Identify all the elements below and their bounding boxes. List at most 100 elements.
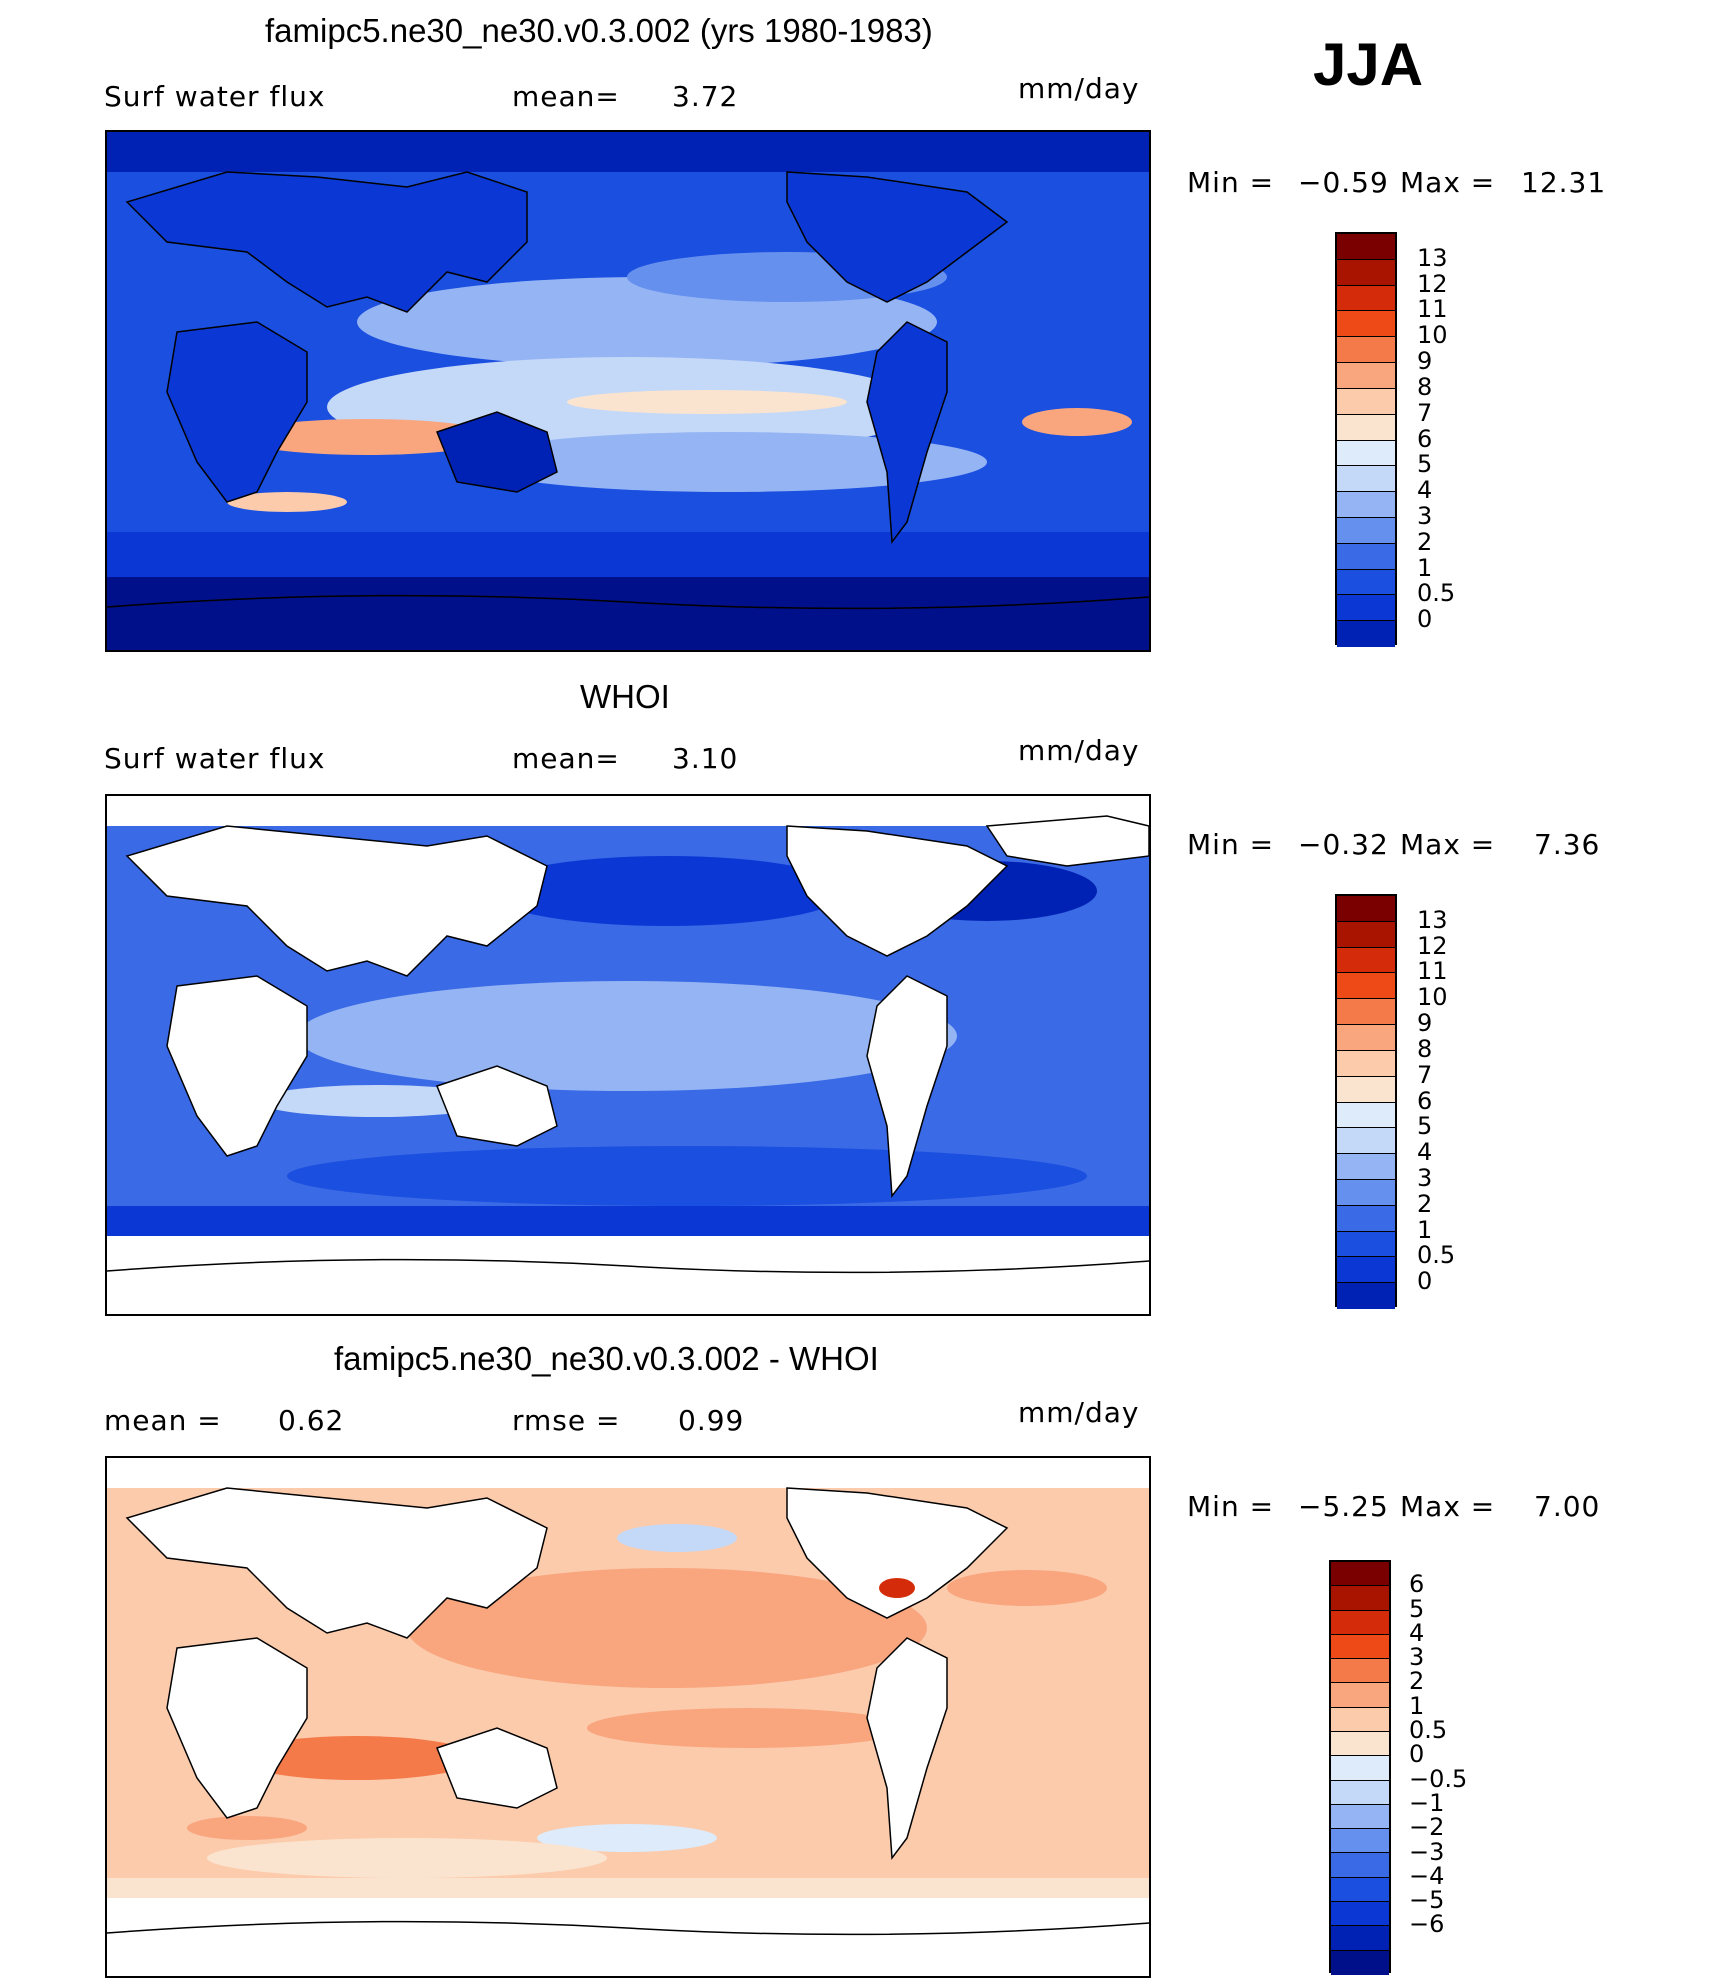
colorbar-tick-label: −2: [1409, 1813, 1445, 1842]
panel-2-variable: Surf water flux: [104, 742, 326, 775]
colorbar-segment: [1331, 1707, 1389, 1732]
colorbar-segment: [1331, 1950, 1389, 1975]
colorbar-tick-label: 2: [1417, 527, 1433, 556]
colorbar-tick-label: 0: [1409, 1740, 1425, 1769]
colorbar-tick-label: 8: [1417, 1034, 1433, 1063]
colorbar-segment: [1331, 1829, 1389, 1854]
panel-2-colorbar: [1335, 894, 1397, 1309]
colorbar-tick-label: 11: [1417, 957, 1448, 986]
colorbar-tick-label: 5: [1417, 1112, 1433, 1141]
panel-3-min-value: −5.25: [1298, 1490, 1389, 1523]
colorbar-tick-label: −1: [1409, 1788, 1445, 1817]
colorbar-tick-label: −5: [1409, 1886, 1445, 1915]
panel-3-max-value: 7.00: [1534, 1490, 1601, 1523]
colorbar-tick-label: 13: [1417, 905, 1448, 934]
colorbar-segment: [1337, 440, 1395, 467]
colorbar-segment: [1337, 621, 1395, 647]
panel-1-mean-label: mean=: [512, 80, 620, 113]
colorbar-tick-label: 0: [1417, 1267, 1433, 1296]
colorbar-segment: [1337, 896, 1395, 922]
colorbar-tick-label: −0.5: [1409, 1764, 1468, 1793]
panel-2-map: [105, 794, 1151, 1316]
panel-2-max-value: 7.36: [1534, 828, 1601, 861]
colorbar-segment: [1331, 1853, 1389, 1878]
colorbar-tick-label: 0.5: [1409, 1716, 1448, 1745]
colorbar-segment: [1331, 1756, 1389, 1781]
colorbar-tick-label: 0.5: [1417, 579, 1456, 608]
colorbar-tick-label: 1: [1417, 553, 1433, 582]
colorbar-segment: [1337, 1102, 1395, 1129]
colorbar-segment: [1337, 234, 1395, 260]
panel-1-mean-value: 3.72: [672, 80, 739, 113]
colorbar-tick-label: 3: [1409, 1643, 1425, 1672]
colorbar-tick-label: 9: [1417, 347, 1433, 376]
colorbar-segment: [1337, 414, 1395, 441]
colorbar-tick-label: 10: [1417, 321, 1448, 350]
colorbar-segment: [1337, 1025, 1395, 1051]
colorbar-segment: [1337, 1179, 1395, 1206]
colorbar-tick-label: 8: [1417, 372, 1433, 401]
colorbar-tick-label: 1: [1409, 1691, 1425, 1720]
panel-3-units: mm/day: [1018, 1396, 1140, 1429]
panel-3-mean-label: mean =: [104, 1404, 222, 1437]
colorbar-segment: [1331, 1562, 1389, 1587]
colorbar-tick-label: 7: [1417, 398, 1433, 427]
colorbar-tick-label: 3: [1417, 1163, 1433, 1192]
panel-3-min-label: Min =: [1187, 1490, 1275, 1523]
colorbar-segment: [1331, 1610, 1389, 1635]
colorbar-segment: [1337, 1128, 1395, 1155]
colorbar-tick-label: 0.5: [1417, 1241, 1456, 1270]
colorbar-tick-label: 13: [1417, 243, 1448, 272]
panel-2-units: mm/day: [1018, 734, 1140, 767]
colorbar-segment: [1337, 311, 1395, 338]
panel-2-title: WHOI: [580, 678, 670, 715]
colorbar-segment: [1331, 1659, 1389, 1684]
panel-3-rmse-value: 0.99: [678, 1404, 745, 1437]
colorbar-tick-label: 10: [1417, 983, 1448, 1012]
colorbar-segment: [1331, 1586, 1389, 1611]
colorbar-segment: [1337, 466, 1395, 493]
colorbar-tick-label: 3: [1417, 501, 1433, 530]
colorbar-segment: [1331, 1926, 1389, 1951]
colorbar-segment: [1337, 921, 1395, 948]
colorbar-segment: [1331, 1780, 1389, 1805]
colorbar-tick-label: 6: [1417, 1086, 1433, 1115]
panel-1-title: famipc5.ne30_ne30.v0.3.002 (yrs 1980-198…: [265, 12, 933, 49]
colorbar-tick-label: −6: [1409, 1910, 1445, 1939]
panel-2-mean-value: 3.10: [672, 742, 739, 775]
panel-1-min-label: Min =: [1187, 166, 1275, 199]
colorbar-segment: [1337, 1050, 1395, 1077]
colorbar-tick-label: 9: [1417, 1009, 1433, 1038]
colorbar-tick-label: −3: [1409, 1837, 1445, 1866]
colorbar-tick-label: 7: [1417, 1060, 1433, 1089]
colorbar-tick-label: 0: [1417, 605, 1433, 634]
colorbar-segment: [1331, 1634, 1389, 1660]
colorbar-tick-label: 6: [1409, 1570, 1425, 1599]
colorbar-segment: [1331, 1731, 1389, 1757]
colorbar-segment: [1331, 1877, 1389, 1902]
panel-1-max-label: Max =: [1400, 166, 1496, 199]
colorbar-segment: [1337, 492, 1395, 518]
colorbar-segment: [1337, 1076, 1395, 1103]
panel-3-max-label: Max =: [1400, 1490, 1496, 1523]
colorbar-segment: [1337, 999, 1395, 1026]
colorbar-segment: [1337, 1231, 1395, 1258]
colorbar-segment: [1337, 569, 1395, 596]
colorbar-tick-label: 5: [1417, 450, 1433, 479]
colorbar-segment: [1337, 1257, 1395, 1284]
panel-1-map: [105, 130, 1151, 652]
panel-1-variable: Surf water flux: [104, 80, 326, 113]
panel-2-mean-label: mean=: [512, 742, 620, 775]
colorbar-segment: [1331, 1901, 1389, 1927]
colorbar-segment: [1337, 337, 1395, 364]
colorbar-segment: [1337, 947, 1395, 974]
panel-2-min-label: Min =: [1187, 828, 1275, 861]
colorbar-tick-label: 2: [1409, 1667, 1425, 1696]
colorbar-tick-label: 12: [1417, 931, 1448, 960]
colorbar-segment: [1337, 595, 1395, 622]
colorbar-segment: [1337, 973, 1395, 1000]
panel-3-colorbar: [1329, 1560, 1391, 1975]
panel-2-max-label: Max =: [1400, 828, 1496, 861]
colorbar-tick-label: 2: [1417, 1189, 1433, 1218]
colorbar-tick-label: 4: [1417, 1138, 1433, 1167]
